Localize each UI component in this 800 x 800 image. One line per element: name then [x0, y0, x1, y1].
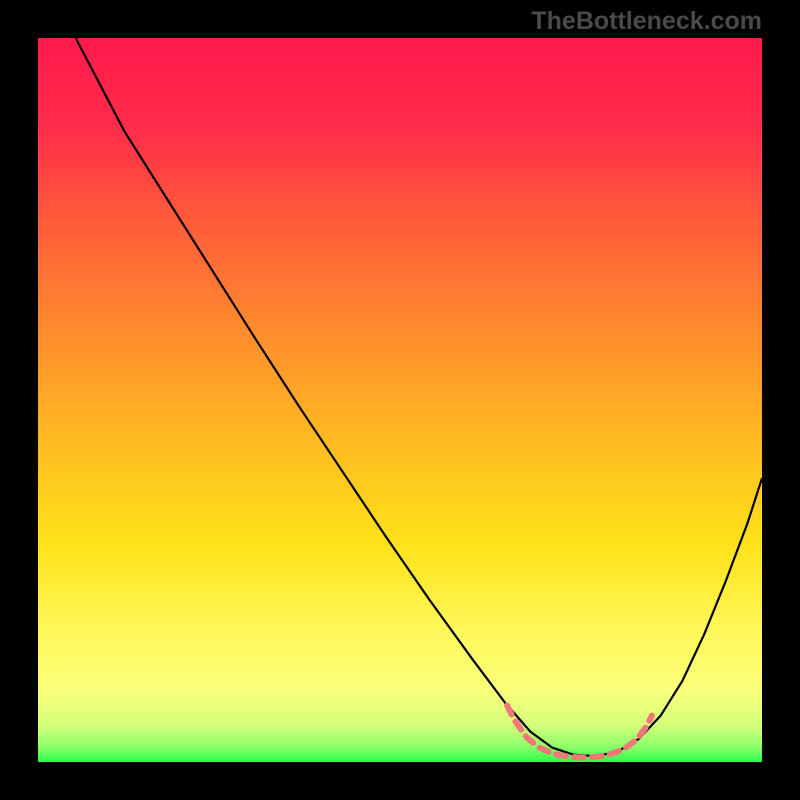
chart-svg: [38, 38, 762, 762]
chart-plot-area: [38, 38, 762, 762]
chart-container: TheBottleneck.com: [0, 0, 800, 800]
watermark-text: TheBottleneck.com: [531, 7, 762, 36]
gradient-background: [38, 38, 762, 762]
